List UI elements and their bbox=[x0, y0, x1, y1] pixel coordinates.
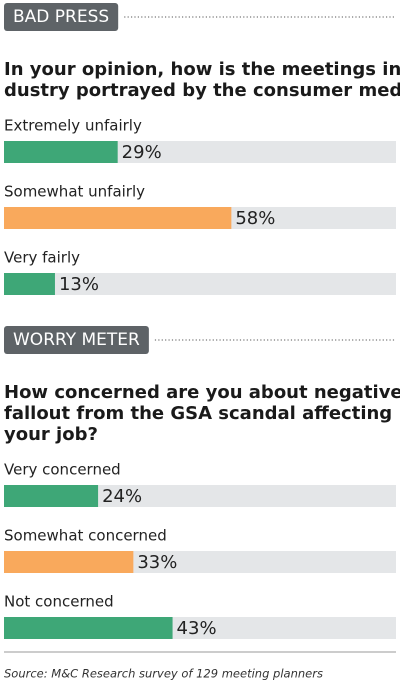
chart-title: your job? bbox=[4, 424, 98, 445]
bar bbox=[4, 141, 118, 163]
bar bbox=[4, 551, 134, 573]
category-label: Extremely unfairly bbox=[4, 117, 142, 135]
bar-track bbox=[4, 485, 396, 507]
bar-track bbox=[4, 273, 396, 295]
chart-title: fallout from the GSA scandal affecting bbox=[4, 403, 392, 424]
section-label: BAD PRESS bbox=[13, 7, 109, 27]
section-label: WORRY METER bbox=[13, 330, 140, 350]
category-label: Somewhat unfairly bbox=[4, 183, 145, 201]
source-note: Source: M&C Research survey of 129 meeti… bbox=[4, 667, 323, 681]
value-label: 58% bbox=[235, 208, 275, 229]
value-label: 13% bbox=[59, 274, 99, 295]
section-badge bbox=[4, 3, 119, 31]
value-label: 29% bbox=[122, 142, 162, 163]
value-label: 33% bbox=[137, 552, 177, 573]
bar bbox=[4, 617, 173, 639]
chart-title: How concerned are you about negative bbox=[4, 382, 400, 403]
chart-title: In your opinion, how is the meetings in- bbox=[4, 59, 400, 80]
bar bbox=[4, 207, 232, 229]
category-label: Not concerned bbox=[4, 593, 114, 611]
category-label: Very concerned bbox=[4, 461, 121, 479]
value-label: 43% bbox=[177, 618, 217, 639]
bar bbox=[4, 273, 55, 295]
bar bbox=[4, 485, 99, 507]
category-label: Somewhat concerned bbox=[4, 527, 167, 545]
section-badge bbox=[4, 326, 149, 354]
value-label: 24% bbox=[102, 486, 142, 507]
chart-title: dustry portrayed by the consumer media? bbox=[4, 80, 400, 101]
category-label: Very fairly bbox=[4, 249, 80, 267]
